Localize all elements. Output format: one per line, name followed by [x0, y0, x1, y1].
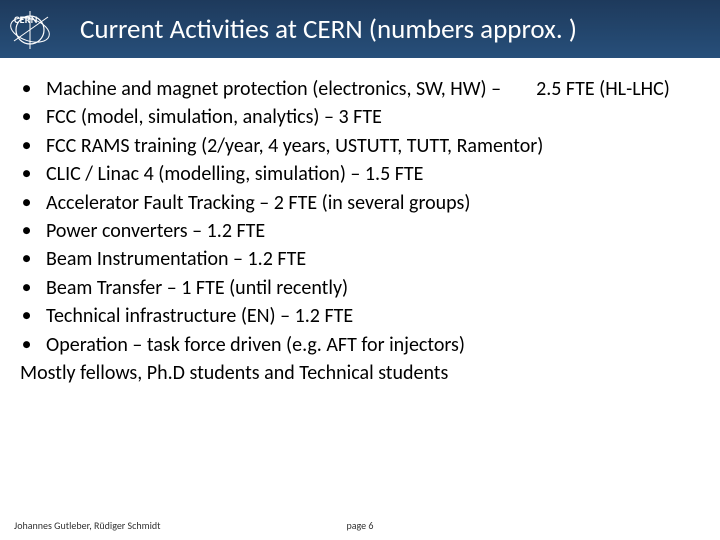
list-item: Accelerator Fault Tracking – 2 FTE (in s…: [20, 190, 700, 216]
list-item: Beam Instrumentation – 1.2 FTE: [20, 246, 700, 272]
footer-spacer: [475, 519, 706, 532]
list-item: Power converters – 1.2 FTE: [20, 218, 700, 244]
list-item: FCC RAMS training (2/year, 4 years, USTU…: [20, 133, 700, 159]
cern-logo: CERN: [8, 7, 52, 51]
cern-logo-text: CERN: [14, 13, 38, 26]
slide-title: Current Activities at CERN (numbers appr…: [80, 13, 720, 46]
trailer-text: Mostly fellows, Ph.D students and Techni…: [20, 360, 700, 386]
list-item: FCC (model, simulation, analytics) – 3 F…: [20, 104, 700, 130]
list-item: Operation – task force driven (e.g. AFT …: [20, 332, 700, 358]
footer-page: page 6: [245, 519, 476, 532]
slide-header: CERN Current Activities at CERN (numbers…: [0, 0, 720, 58]
list-item: Machine and magnet protection (electroni…: [20, 76, 700, 102]
activity-list: Machine and magnet protection (electroni…: [20, 76, 700, 358]
list-item: Beam Transfer – 1 FTE (until recently): [20, 275, 700, 301]
list-item: CLIC / Linac 4 (modelling, simulation) –…: [20, 161, 700, 187]
list-item: Technical infrastructure (EN) – 1.2 FTE: [20, 303, 700, 329]
footer-authors: Johannes Gutleber, Rüdiger Schmidt: [14, 519, 245, 532]
slide-body: Machine and magnet protection (electroni…: [0, 58, 720, 540]
slide-footer: Johannes Gutleber, Rüdiger Schmidt page …: [0, 519, 720, 532]
slide: CERN Current Activities at CERN (numbers…: [0, 0, 720, 540]
